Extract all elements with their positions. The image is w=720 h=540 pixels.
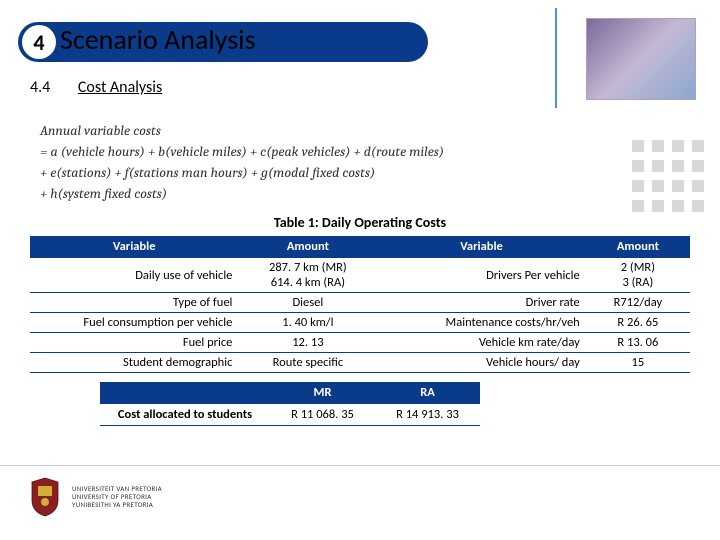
- cell-variable: Vehicle km rate/day: [377, 333, 585, 353]
- table-row: Cost allocated to students R 11 068. 35 …: [100, 404, 480, 426]
- page-title: Scenario Analysis: [60, 22, 256, 57]
- cell-amount: R 13. 06: [586, 333, 690, 353]
- cost-allocation-table: MR RA Cost allocated to students R 11 06…: [100, 382, 480, 426]
- table-header: MR: [270, 382, 375, 404]
- subsection-title: Cost Analysis: [78, 78, 162, 97]
- table-row: Daily use of vehicle 287. 7 km (MR) 614.…: [30, 258, 690, 293]
- formula-line: = a (vehicle hours) + b(vehicle miles) +…: [40, 141, 690, 162]
- cell-value: R 14 913. 33: [375, 404, 480, 426]
- table-caption: Table 1: Daily Operating Costs: [0, 214, 720, 231]
- operating-costs-table: Variable Amount Variable Amount Daily us…: [30, 236, 690, 373]
- cell-value: R 11 068. 35: [270, 404, 375, 426]
- formula-line: Annual variable costs: [40, 120, 690, 141]
- cell-variable: Daily use of vehicle: [30, 258, 238, 293]
- cell-variable: Student demographic: [30, 353, 238, 373]
- cell-variable: Fuel price: [30, 333, 238, 353]
- table-header: Variable: [30, 236, 238, 258]
- header-photo: [586, 18, 696, 100]
- table-row: Type of fuel Diesel Driver rate R712/day: [30, 293, 690, 313]
- footer-divider: [0, 465, 720, 466]
- cell-variable: Driver rate: [377, 293, 585, 313]
- cell-amount: R712/day: [586, 293, 690, 313]
- cell-amount: 12. 13: [238, 333, 377, 353]
- table-header-blank: [100, 382, 270, 404]
- cell-variable: Type of fuel: [30, 293, 238, 313]
- cell-amount: R 26. 65: [586, 313, 690, 333]
- cell-variable: Fuel consumption per vehicle: [30, 313, 238, 333]
- table-header: RA: [375, 382, 480, 404]
- formula-line: + h(system fixed costs): [40, 183, 690, 204]
- logo-text: UNIVERSITEIT VAN PRETORIA UNIVERSITY OF …: [72, 485, 162, 509]
- table-header: Amount: [238, 236, 377, 258]
- university-logo: UNIVERSITEIT VAN PRETORIA UNIVERSITY OF …: [28, 476, 162, 518]
- formula-block: Annual variable costs = a (vehicle hours…: [40, 120, 690, 204]
- formula-line: + e(stations) + f(stations man hours) + …: [40, 162, 690, 183]
- table-row: Fuel price 12. 13 Vehicle km rate/day R …: [30, 333, 690, 353]
- table-header: Variable: [377, 236, 585, 258]
- decorative-squares: [632, 140, 708, 216]
- table-header: Amount: [586, 236, 690, 258]
- crest-icon: [28, 476, 62, 518]
- cell-label: Cost allocated to students: [100, 404, 270, 426]
- table-row: Student demographic Route specific Vehic…: [30, 353, 690, 373]
- cell-amount: 287. 7 km (MR) 614. 4 km (RA): [238, 258, 377, 293]
- table-row: Fuel consumption per vehicle 1. 40 km/l …: [30, 313, 690, 333]
- subsection-number: 4.4: [30, 78, 50, 97]
- cell-variable: Vehicle hours/ day: [377, 353, 585, 373]
- cell-variable: Maintenance costs/hr/veh: [377, 313, 585, 333]
- section-number-badge: 4: [22, 25, 56, 59]
- cell-variable: Drivers Per vehicle: [377, 258, 585, 293]
- section-number: 4: [33, 29, 44, 56]
- cell-amount: 15: [586, 353, 690, 373]
- cell-amount: Diesel: [238, 293, 377, 313]
- cell-amount: 1. 40 km/l: [238, 313, 377, 333]
- subheading: 4.4 Cost Analysis: [30, 78, 162, 97]
- cell-amount: 2 (MR) 3 (RA): [586, 258, 690, 293]
- vertical-divider: [555, 8, 557, 108]
- cell-amount: Route specific: [238, 353, 377, 373]
